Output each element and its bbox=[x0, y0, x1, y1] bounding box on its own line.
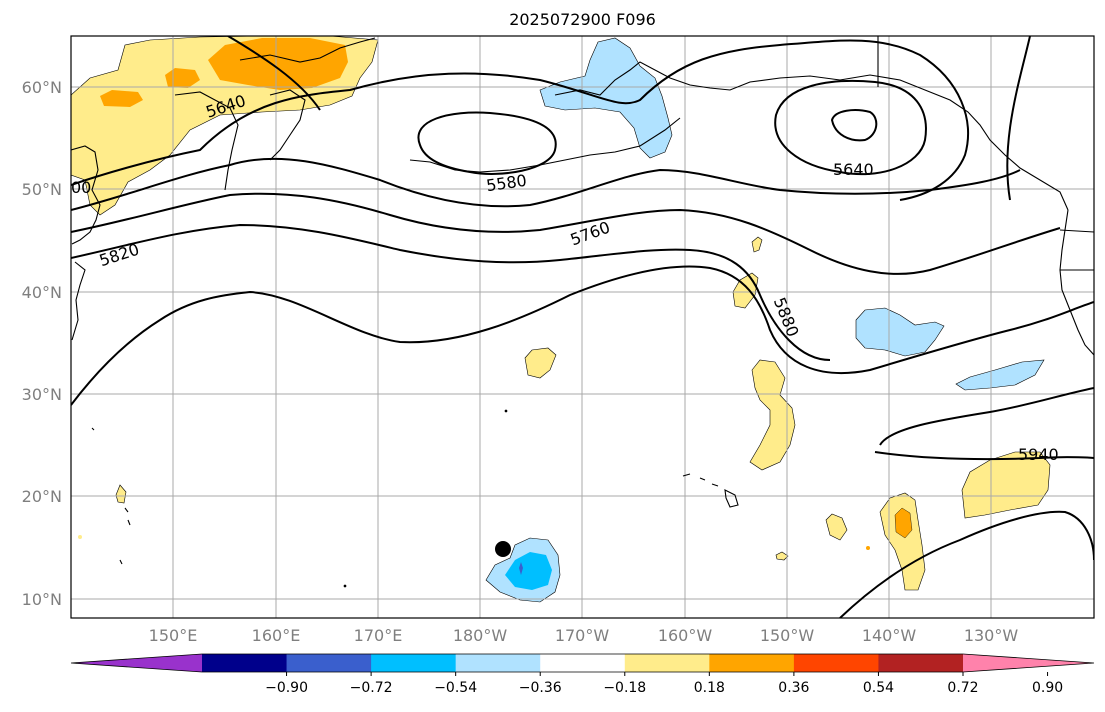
islands-west bbox=[91, 427, 131, 565]
contour-label: 5640 bbox=[833, 160, 874, 179]
colorbar-extend-high bbox=[963, 654, 1094, 672]
storm-marker bbox=[495, 541, 511, 557]
lon-label: 150°W bbox=[760, 626, 815, 645]
lon-axis: 150°E 160°E 170°E 180°W 170°W 160°W 150°… bbox=[149, 626, 1019, 645]
colorbar-tick-label: 0.36 bbox=[778, 680, 809, 696]
negative-anomaly-blob-core bbox=[505, 552, 552, 590]
colorbar: −0.90 −0.72 −0.54 −0.36 −0.18 0.18 0.36 0.54 0.7… bbox=[70, 653, 1095, 696]
graticule bbox=[71, 36, 1094, 618]
positive-anomaly-patch bbox=[749, 359, 796, 471]
contour-5580-low bbox=[417, 111, 557, 175]
positive-anomaly-patch bbox=[524, 347, 557, 379]
contour-labels: 5640 5580 5640 5760 5820 5880 5940 00 bbox=[71, 91, 1059, 464]
lon-label: 160°W bbox=[658, 626, 713, 645]
colorbar-tick-label: 0.54 bbox=[863, 680, 894, 696]
positive-anomaly-patch bbox=[961, 451, 1051, 519]
colorbar-tick-label: −0.90 bbox=[265, 680, 308, 696]
negative-anomaly-patch bbox=[855, 307, 945, 357]
colorbar-segment bbox=[709, 654, 795, 672]
contour-5940 bbox=[879, 387, 1094, 446]
positive-anomaly-nw-core2 bbox=[165, 68, 200, 88]
lat-label: 60°N bbox=[22, 78, 62, 97]
lon-label: 130°W bbox=[964, 626, 1019, 645]
positive-anomaly-nw-core bbox=[208, 38, 348, 90]
colorbar-segment bbox=[878, 654, 964, 672]
island bbox=[504, 409, 508, 413]
colorbar-segment bbox=[793, 654, 879, 672]
coastline-kamchatka bbox=[174, 91, 239, 191]
lon-label: 170°W bbox=[555, 626, 610, 645]
map-panel: 5640 5580 5640 5760 5820 5880 5940 00 bbox=[71, 36, 1094, 618]
colorbar-tick-label: −0.36 bbox=[519, 680, 562, 696]
positive-anomaly-patch bbox=[751, 236, 763, 253]
lat-label: 30°N bbox=[22, 385, 62, 404]
lon-label: 160°E bbox=[252, 626, 301, 645]
coastline-north-america bbox=[1059, 209, 1094, 356]
contour-5940-south bbox=[839, 510, 1094, 618]
lon-label: 170°E bbox=[354, 626, 403, 645]
colorbar-tick-label: −0.18 bbox=[603, 680, 646, 696]
lon-label: 150°E bbox=[149, 626, 198, 645]
colorbar-tick-label: 0.72 bbox=[947, 680, 978, 696]
positive-anomaly-patch bbox=[775, 551, 789, 561]
contour-5580-east bbox=[774, 79, 927, 176]
contour-label: 00 bbox=[71, 178, 91, 197]
lat-label: 10°N bbox=[22, 590, 62, 609]
coastline-alaska bbox=[554, 61, 1069, 211]
contour-5760 bbox=[71, 192, 1061, 275]
coastline-asia bbox=[71, 145, 101, 245]
contour-5940-2 bbox=[874, 451, 1094, 461]
positive-anomaly-core bbox=[894, 507, 913, 539]
colorbar-segment bbox=[371, 654, 457, 672]
lat-axis: 60°N 50°N 40°N 30°N 20°N 10°N bbox=[22, 78, 62, 609]
lat-label: 40°N bbox=[22, 283, 62, 302]
lat-label: 50°N bbox=[22, 180, 62, 199]
map-frame bbox=[70, 35, 1095, 619]
positive-anomaly-nw-core3 bbox=[100, 90, 143, 107]
negative-anomaly-bering bbox=[539, 37, 673, 159]
contour-5640 bbox=[71, 39, 969, 201]
positive-anomaly-patch bbox=[78, 535, 82, 539]
colorbar-extend-low bbox=[71, 654, 202, 672]
lon-label: 180°W bbox=[453, 626, 508, 645]
map-title: 2025072900 F096 bbox=[509, 10, 656, 29]
hawaii bbox=[682, 473, 739, 508]
positive-anomaly-patch bbox=[115, 484, 127, 504]
lon-label: 140°W bbox=[862, 626, 917, 645]
colorbar-outline bbox=[70, 653, 1095, 673]
coastline-chukotka bbox=[239, 37, 376, 63]
height-contours bbox=[71, 36, 1094, 618]
colorbar-tick-label: 0.18 bbox=[694, 680, 725, 696]
contour-5640-low-east bbox=[830, 109, 878, 142]
contour-5820 bbox=[71, 223, 831, 361]
positive-anomaly-patch bbox=[825, 513, 848, 541]
colorbar-tick-label: 0.90 bbox=[1032, 680, 1063, 696]
positive-anomaly-patch bbox=[866, 546, 870, 550]
contour-ne bbox=[1006, 36, 1031, 201]
positive-anomaly-patch bbox=[879, 492, 926, 591]
contour-5700 bbox=[71, 157, 1021, 211]
colorbar-segment bbox=[455, 654, 541, 672]
lat-label: 20°N bbox=[22, 487, 62, 506]
colorbar-segment bbox=[540, 654, 626, 672]
coastline-siberia bbox=[269, 89, 306, 161]
colorbar-segment bbox=[286, 654, 372, 672]
colorbar-segment bbox=[624, 654, 710, 672]
contour-label: 5940 bbox=[1018, 445, 1059, 464]
colorbar-tick-label: −0.72 bbox=[350, 680, 393, 696]
anomaly-shading bbox=[71, 36, 1051, 603]
contour-nw-closed bbox=[227, 36, 321, 111]
coastline-na-interior bbox=[1059, 229, 1094, 233]
coastline-kuril bbox=[71, 261, 86, 341]
contour-5880 bbox=[71, 265, 1094, 406]
colorbar-tick-label: −0.54 bbox=[434, 680, 477, 696]
negative-anomaly-patch bbox=[955, 359, 1045, 391]
negative-anomaly-blob-center bbox=[519, 562, 523, 575]
island bbox=[343, 584, 347, 588]
colorbar-segment bbox=[202, 654, 288, 672]
